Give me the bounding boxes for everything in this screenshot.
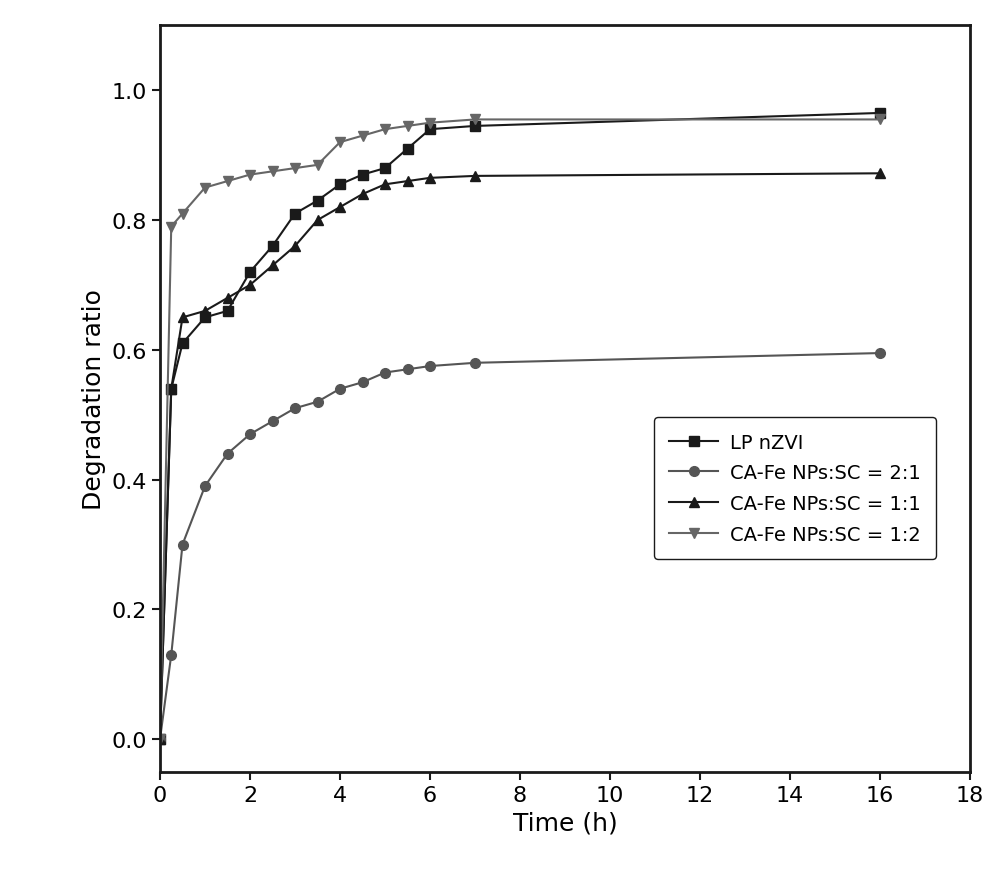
LP nZVI bbox=[154, 734, 166, 745]
Line: CA-Fe NPs:SC = 1:1: CA-Fe NPs:SC = 1:1 bbox=[155, 169, 885, 745]
LP nZVI bbox=[289, 209, 301, 219]
LP nZVI bbox=[356, 170, 368, 181]
LP nZVI bbox=[424, 125, 436, 135]
CA-Fe NPs:SC = 1:2 bbox=[424, 118, 436, 129]
CA-Fe NPs:SC = 1:1 bbox=[874, 169, 886, 180]
CA-Fe NPs:SC = 1:2 bbox=[874, 115, 886, 125]
CA-Fe NPs:SC = 2:1 bbox=[334, 384, 346, 395]
LP nZVI bbox=[402, 144, 414, 154]
CA-Fe NPs:SC = 2:1 bbox=[379, 367, 391, 378]
CA-Fe NPs:SC = 2:1 bbox=[289, 403, 301, 414]
LP nZVI bbox=[199, 313, 211, 324]
CA-Fe NPs:SC = 1:2 bbox=[402, 122, 414, 132]
CA-Fe NPs:SC = 1:2 bbox=[356, 132, 368, 142]
CA-Fe NPs:SC = 1:1 bbox=[469, 171, 481, 182]
LP nZVI bbox=[176, 339, 188, 349]
CA-Fe NPs:SC = 1:2 bbox=[165, 222, 177, 232]
Y-axis label: Degradation ratio: Degradation ratio bbox=[82, 289, 106, 510]
CA-Fe NPs:SC = 1:1 bbox=[289, 241, 301, 252]
CA-Fe NPs:SC = 2:1 bbox=[424, 361, 436, 372]
LP nZVI bbox=[266, 241, 278, 252]
CA-Fe NPs:SC = 2:1 bbox=[199, 481, 211, 492]
Legend: LP nZVI, CA-Fe NPs:SC = 2:1, CA-Fe NPs:SC = 1:1, CA-Fe NPs:SC = 1:2: LP nZVI, CA-Fe NPs:SC = 2:1, CA-Fe NPs:S… bbox=[654, 417, 936, 560]
Line: CA-Fe NPs:SC = 1:2: CA-Fe NPs:SC = 1:2 bbox=[155, 116, 885, 745]
LP nZVI bbox=[222, 306, 234, 317]
CA-Fe NPs:SC = 2:1 bbox=[312, 397, 324, 408]
CA-Fe NPs:SC = 1:1 bbox=[334, 203, 346, 213]
CA-Fe NPs:SC = 1:2 bbox=[154, 734, 166, 745]
CA-Fe NPs:SC = 1:2 bbox=[469, 115, 481, 125]
CA-Fe NPs:SC = 1:2 bbox=[222, 176, 234, 187]
CA-Fe NPs:SC = 1:1 bbox=[379, 180, 391, 190]
CA-Fe NPs:SC = 1:1 bbox=[154, 734, 166, 745]
Line: LP nZVI: LP nZVI bbox=[155, 109, 885, 745]
CA-Fe NPs:SC = 1:1 bbox=[312, 216, 324, 226]
CA-Fe NPs:SC = 2:1 bbox=[469, 358, 481, 368]
LP nZVI bbox=[334, 180, 346, 190]
LP nZVI bbox=[469, 122, 481, 132]
X-axis label: Time (h): Time (h) bbox=[513, 810, 617, 834]
CA-Fe NPs:SC = 1:2 bbox=[289, 164, 301, 175]
LP nZVI bbox=[244, 267, 256, 278]
CA-Fe NPs:SC = 1:1 bbox=[266, 260, 278, 271]
CA-Fe NPs:SC = 2:1 bbox=[356, 378, 368, 389]
LP nZVI bbox=[312, 196, 324, 207]
CA-Fe NPs:SC = 1:1 bbox=[402, 176, 414, 187]
CA-Fe NPs:SC = 2:1 bbox=[176, 539, 188, 550]
CA-Fe NPs:SC = 1:1 bbox=[165, 384, 177, 395]
CA-Fe NPs:SC = 1:1 bbox=[222, 293, 234, 303]
CA-Fe NPs:SC = 1:2 bbox=[266, 167, 278, 177]
CA-Fe NPs:SC = 2:1 bbox=[402, 365, 414, 375]
LP nZVI bbox=[165, 384, 177, 395]
CA-Fe NPs:SC = 2:1 bbox=[154, 734, 166, 745]
Line: CA-Fe NPs:SC = 2:1: CA-Fe NPs:SC = 2:1 bbox=[155, 349, 885, 745]
CA-Fe NPs:SC = 2:1 bbox=[874, 348, 886, 359]
CA-Fe NPs:SC = 1:2 bbox=[199, 183, 211, 194]
CA-Fe NPs:SC = 2:1 bbox=[266, 417, 278, 427]
CA-Fe NPs:SC = 1:1 bbox=[356, 189, 368, 200]
CA-Fe NPs:SC = 1:1 bbox=[176, 313, 188, 324]
CA-Fe NPs:SC = 1:2 bbox=[379, 125, 391, 135]
CA-Fe NPs:SC = 1:2 bbox=[334, 138, 346, 148]
CA-Fe NPs:SC = 1:1 bbox=[424, 174, 436, 184]
CA-Fe NPs:SC = 1:2 bbox=[244, 170, 256, 181]
CA-Fe NPs:SC = 1:2 bbox=[312, 160, 324, 171]
CA-Fe NPs:SC = 2:1 bbox=[222, 449, 234, 460]
CA-Fe NPs:SC = 2:1 bbox=[244, 430, 256, 440]
LP nZVI bbox=[379, 164, 391, 175]
CA-Fe NPs:SC = 2:1 bbox=[165, 650, 177, 660]
CA-Fe NPs:SC = 1:1 bbox=[199, 306, 211, 317]
CA-Fe NPs:SC = 1:2 bbox=[176, 209, 188, 219]
LP nZVI bbox=[874, 109, 886, 119]
CA-Fe NPs:SC = 1:1 bbox=[244, 281, 256, 291]
